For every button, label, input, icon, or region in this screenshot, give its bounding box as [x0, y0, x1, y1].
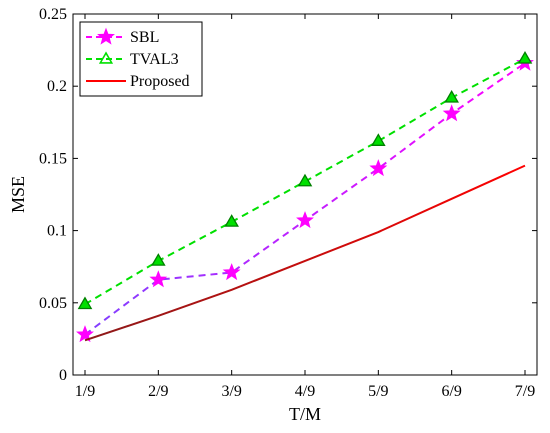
y-axis-label: MSE — [8, 176, 28, 213]
data-point-sbl — [296, 211, 314, 229]
legend-label-tval3: TVAL3 — [130, 51, 179, 68]
y-tick-label: 0.15 — [39, 150, 67, 167]
data-point-sbl — [149, 270, 168, 288]
legend-label-proposed: Proposed — [130, 73, 190, 90]
x-tick-label: 1/9 — [75, 383, 95, 400]
y-tick-label: 0.2 — [47, 78, 67, 95]
x-tick-label: 2/9 — [148, 383, 168, 400]
data-point-tval3 — [77, 296, 93, 310]
data-point-sbl — [222, 263, 241, 281]
y-tick-label: 0 — [59, 367, 67, 384]
x-tick-label: 6/9 — [441, 383, 461, 400]
data-point-tval3 — [151, 253, 166, 266]
data-point-sbl — [76, 325, 94, 343]
series-line-proposed — [84, 164, 526, 342]
legend: SBL TVAL3 Proposed — [79, 21, 203, 97]
data-point-tval3 — [297, 173, 313, 187]
x-tick-label: 5/9 — [368, 383, 388, 400]
x-axis-label: T/M — [289, 404, 321, 424]
ticks-layer: 0 0.05 0.1 0.15 0.2 0.25 1/9 2/9 3/9 4/9 5/9 6/9 7/9 — [39, 6, 537, 400]
data-point-tval3 — [224, 214, 239, 227]
legend-label-sbl: SBL — [130, 29, 159, 46]
series-tval3 — [77, 50, 533, 310]
data-point-tval3 — [371, 133, 386, 146]
x-tick-label: 7/9 — [515, 383, 535, 400]
series-proposed — [84, 164, 526, 342]
data-point-tval3 — [517, 50, 533, 64]
y-tick-label: 0.25 — [39, 6, 67, 23]
y-tick-label: 0.1 — [47, 223, 67, 240]
series-layer — [76, 50, 534, 343]
x-tick-label: 3/9 — [221, 383, 241, 400]
legend-marker-tval3 — [98, 51, 114, 64]
legend-marker-sbl — [97, 27, 115, 45]
y-tick-label: 0.05 — [39, 295, 67, 312]
data-point-sbl — [442, 104, 461, 122]
data-point-tval3 — [444, 89, 459, 103]
x-tick-label: 4/9 — [295, 383, 315, 400]
data-point-sbl — [369, 159, 388, 177]
